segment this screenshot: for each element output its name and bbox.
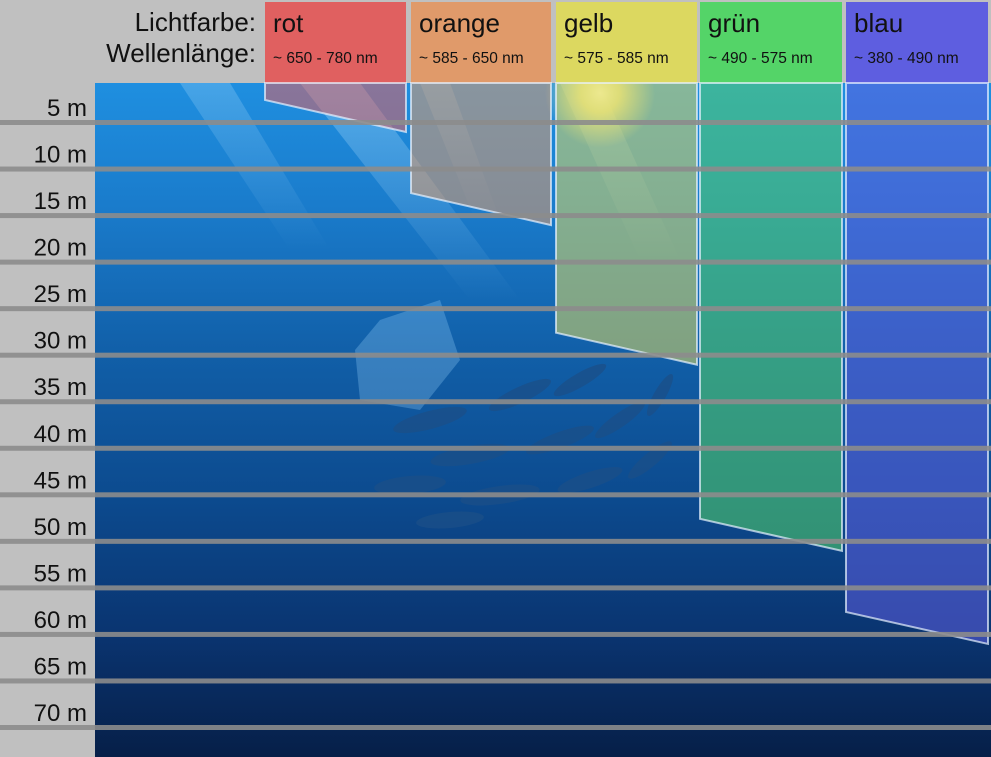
depth-line (0, 538, 991, 544)
band-header-rot (265, 2, 406, 83)
band-wavelength-blau: ~ 380 - 490 nm (854, 50, 959, 67)
depth-label: 30 m (34, 328, 87, 355)
band-name-gelb: gelb (564, 8, 613, 38)
depth-label: 70 m (34, 700, 87, 727)
light-color-label: Lichtfarbe: (135, 7, 256, 37)
depth-line (0, 678, 991, 684)
band-grn: grün ~ 490 - 575 nm (699, 2, 843, 553)
depth-line (0, 725, 991, 730)
depth-line (0, 166, 991, 172)
band-header-orange (411, 2, 551, 83)
depth-label: 60 m (34, 607, 87, 634)
band-orange: orange ~ 585 - 650 nm (410, 2, 552, 227)
depth-scale: 5 m 10 m 15 m 20 m 25 m 30 m 35 m 40 m 45 m 50 m 5… (0, 95, 991, 730)
band-blau: blau ~ 380 - 490 nm (845, 2, 989, 646)
depth-line (0, 213, 991, 219)
depth-label: 50 m (34, 514, 87, 541)
band-penetration-orange (410, 82, 552, 227)
depth-line (0, 120, 991, 125)
band-penetration-gelb (555, 82, 698, 366)
band-penetration-blau (845, 82, 989, 646)
depth-label: 10 m (34, 142, 87, 169)
depth-line (0, 585, 991, 591)
depth-line (0, 445, 991, 451)
band-wavelength-grn: ~ 490 - 575 nm (708, 50, 813, 67)
depth-label: 15 m (34, 188, 87, 215)
depth-line (0, 259, 991, 265)
band-rot: rot ~ 650 - 780 nm (264, 2, 407, 134)
band-penetration-grn (699, 82, 843, 553)
band-wavelength-rot: ~ 650 - 780 nm (273, 50, 378, 67)
band-header-gelb (556, 2, 697, 83)
depth-label: 25 m (34, 281, 87, 308)
band-header-grn (700, 2, 842, 83)
band-header-blau (846, 2, 988, 83)
depth-label: 45 m (34, 467, 87, 494)
band-penetration-rot (264, 82, 407, 134)
wavelength-label: Wellenlänge: (106, 38, 256, 68)
depth-label: 5 m (47, 95, 87, 122)
depth-line (0, 352, 991, 358)
band-name-orange: orange (419, 8, 500, 38)
depth-line (0, 492, 991, 498)
band-wavelength-gelb: ~ 575 - 585 nm (564, 50, 669, 67)
depth-column (0, 83, 95, 757)
depth-label: 20 m (34, 235, 87, 262)
color-bands: rot ~ 650 - 780 nm orange ~ 585 - 650 nm gel… (264, 2, 989, 646)
band-wavelength-orange: ~ 585 - 650 nm (419, 50, 524, 67)
depth-line (0, 306, 991, 312)
depth-line (0, 399, 991, 405)
depth-label: 55 m (34, 560, 87, 587)
depth-line (0, 631, 991, 637)
band-name-rot: rot (273, 8, 304, 38)
depth-label: 40 m (34, 421, 87, 448)
band-gelb: gelb ~ 575 - 585 nm (555, 2, 698, 366)
depth-label: 35 m (34, 374, 87, 401)
depth-label: 65 m (34, 653, 87, 680)
band-name-blau: blau (854, 8, 903, 38)
band-name-grn: grün (708, 8, 760, 38)
fish-school (374, 363, 674, 529)
